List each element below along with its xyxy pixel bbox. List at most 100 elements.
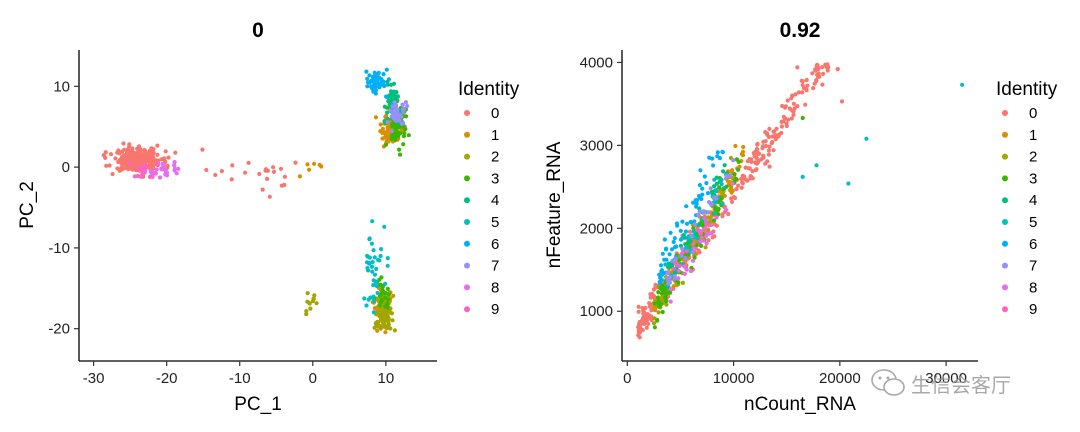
data-point (684, 244, 690, 250)
data-point (366, 268, 371, 273)
data-point (680, 246, 685, 251)
data-point (173, 150, 178, 155)
data-point (373, 82, 378, 87)
data-point (665, 270, 670, 275)
data-point (702, 174, 707, 179)
feature-scatter-plot: 0.92 0 10000 20000 30000 1000 2000 3000 4000 nC… (544, 19, 1058, 415)
data-point (712, 218, 717, 223)
x-tick-label: 30000 (925, 370, 967, 387)
data-point (691, 229, 696, 234)
data-point (166, 155, 171, 160)
pca-legend: Identity 0 1 2 3 4 5 6 7 8 9 (458, 79, 520, 318)
data-point (864, 136, 869, 141)
data-point (367, 73, 372, 78)
data-point (121, 154, 126, 159)
data-point (708, 186, 713, 191)
data-point (771, 129, 776, 134)
data-point (767, 164, 772, 169)
data-point (776, 132, 782, 137)
feature-scatter-legend-title: Identity (996, 79, 1058, 100)
data-point (662, 237, 667, 242)
data-point (823, 62, 828, 67)
data-point (378, 122, 383, 127)
legend-swatch (1002, 153, 1008, 160)
data-point (720, 149, 725, 154)
data-point (719, 182, 724, 187)
data-point (748, 176, 753, 181)
data-point (388, 326, 393, 331)
data-point (142, 162, 147, 167)
data-point (157, 175, 163, 180)
data-point (702, 215, 707, 220)
y-tick-label: 1000 (580, 303, 613, 320)
data-point (374, 322, 379, 328)
pca-plot-title: 0 (252, 19, 264, 42)
data-point (767, 126, 772, 131)
data-point (714, 188, 719, 193)
data-point (736, 159, 741, 164)
pca-axis-ticks: -30 -20 -10 0 10 -20 -10 0 10 (48, 78, 394, 387)
data-point (726, 211, 731, 217)
data-point (149, 146, 154, 151)
legend-swatch (1002, 131, 1008, 138)
data-point (717, 156, 723, 161)
data-point (393, 137, 398, 142)
data-point (655, 318, 660, 323)
data-point (697, 206, 702, 211)
data-point (766, 148, 772, 153)
data-point (763, 143, 769, 149)
data-point (659, 269, 664, 274)
data-point (694, 201, 699, 206)
data-point (789, 96, 794, 101)
data-point (243, 170, 248, 175)
wechat-icon (871, 369, 905, 396)
data-point (293, 160, 298, 165)
data-point (663, 247, 669, 252)
data-point (835, 67, 840, 72)
data-point (305, 291, 310, 296)
data-point (703, 245, 708, 250)
data-point (373, 88, 378, 93)
data-point (130, 152, 135, 157)
data-point (371, 310, 376, 315)
data-point (383, 304, 388, 309)
data-point (706, 238, 711, 243)
data-point (375, 328, 380, 333)
data-point (403, 100, 409, 105)
data-point (800, 115, 805, 121)
data-point (763, 139, 768, 144)
pca-x-axis-title: PC_1 (234, 394, 282, 415)
data-point (816, 65, 821, 70)
data-point (696, 212, 701, 218)
data-point (690, 250, 695, 255)
data-point (387, 292, 392, 297)
data-point (394, 113, 399, 118)
data-point (391, 111, 396, 116)
data-point (174, 171, 179, 176)
data-point (402, 131, 407, 136)
data-point (384, 94, 389, 99)
data-point (385, 256, 390, 261)
data-point (124, 159, 129, 164)
legend-item-label: 7 (1029, 258, 1037, 275)
data-point (200, 147, 205, 152)
data-point (820, 82, 825, 87)
data-point (732, 172, 737, 177)
data-point (713, 200, 718, 205)
data-point (386, 99, 391, 104)
data-point (400, 102, 405, 107)
data-point (717, 185, 722, 190)
data-point (675, 223, 680, 228)
legend-item-label: 0 (1029, 105, 1037, 122)
data-point (246, 160, 251, 165)
data-point (116, 159, 121, 165)
data-point (155, 163, 160, 168)
data-point (389, 137, 394, 142)
legend-swatch (1002, 306, 1008, 313)
data-point (739, 185, 744, 190)
data-point (159, 167, 164, 172)
data-point (706, 210, 711, 215)
data-point (213, 172, 218, 178)
data-point (666, 265, 671, 270)
data-point (667, 279, 672, 284)
